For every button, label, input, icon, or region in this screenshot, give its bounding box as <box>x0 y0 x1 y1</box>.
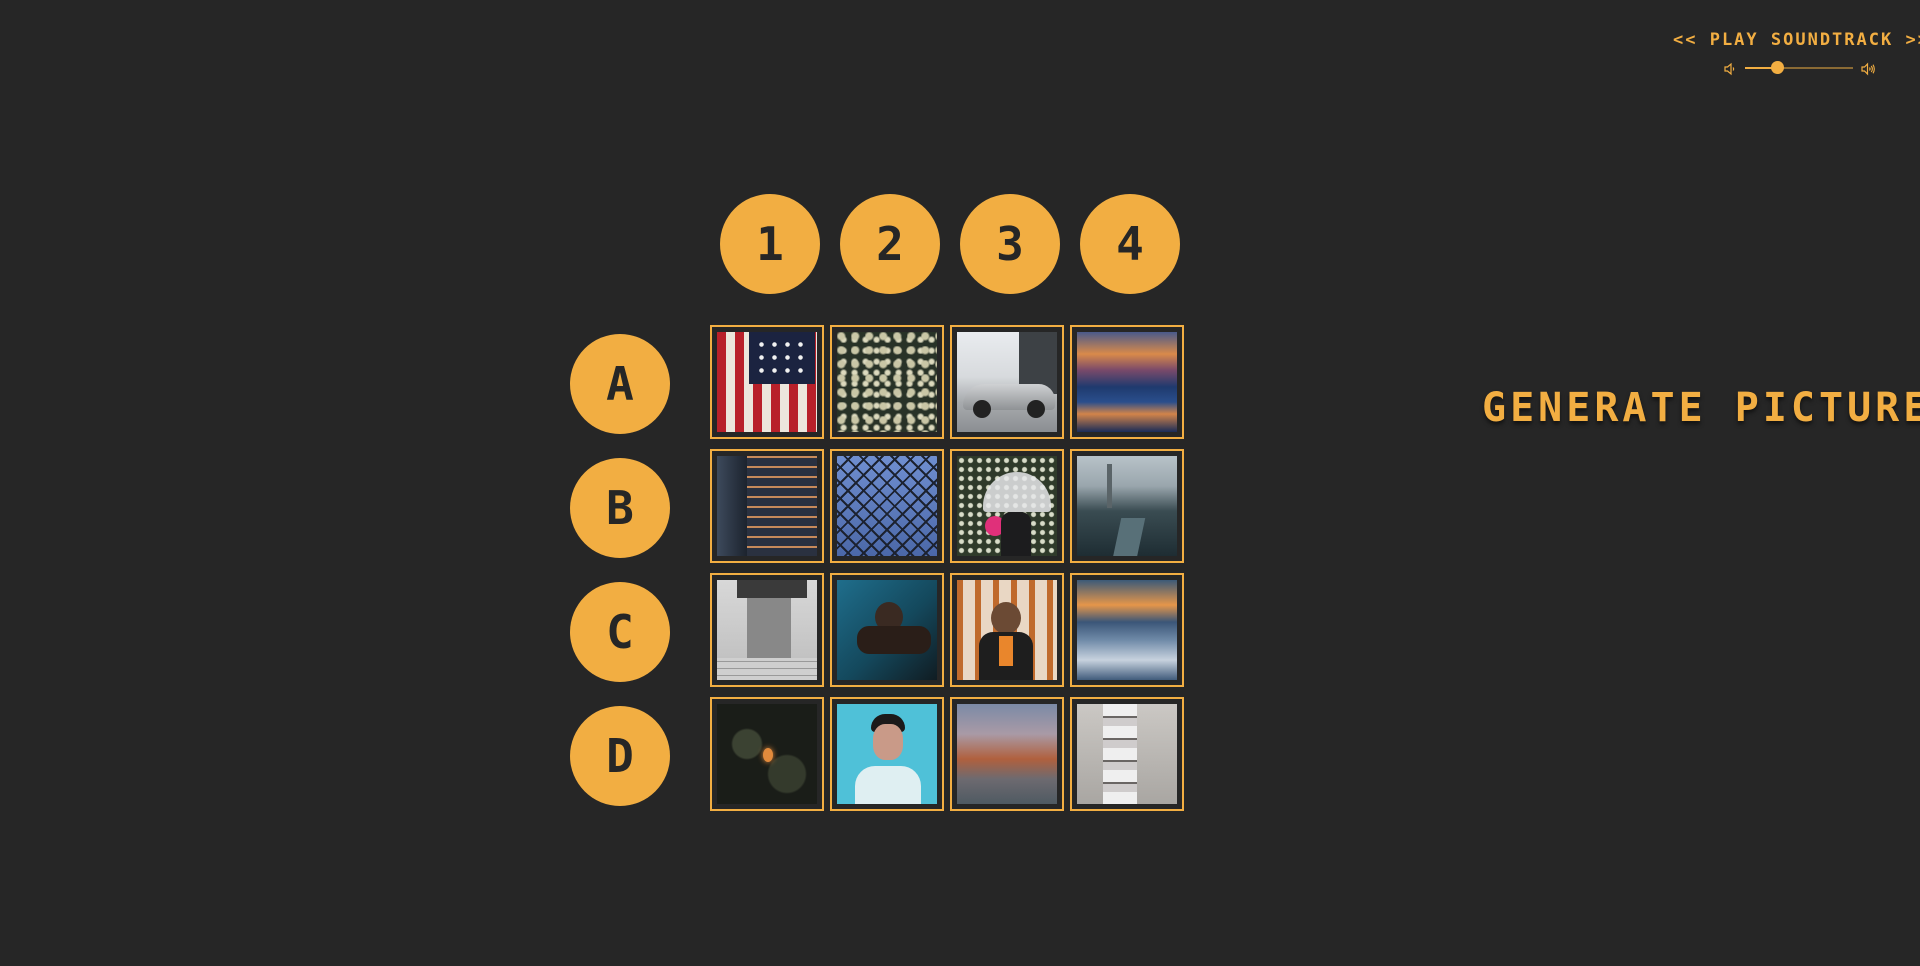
lit-building-image <box>717 456 817 556</box>
photo-tile-a1[interactable] <box>710 325 824 439</box>
photo-tile-c2[interactable] <box>830 573 944 687</box>
photo-tile-b2[interactable] <box>830 449 944 563</box>
white-doorway-image <box>717 580 817 680</box>
play-soundtrack-button[interactable]: << PLAY SOUNDTRACK >> <box>1673 30 1920 50</box>
american-flag-image <box>717 332 817 432</box>
column-button-4[interactable]: 4 <box>1080 194 1180 294</box>
column-button-3[interactable]: 3 <box>960 194 1060 294</box>
volume-slider[interactable] <box>1745 61 1853 74</box>
column-button-1[interactable]: 1 <box>720 194 820 294</box>
volume-low-icon[interactable] <box>1723 61 1737 76</box>
row-button-a[interactable]: A <box>570 334 670 434</box>
sunset-water-blur-image <box>1077 332 1177 432</box>
row-button-b[interactable]: B <box>570 458 670 558</box>
city-river-aerial-image <box>1077 456 1177 556</box>
photo-tile-d2[interactable] <box>830 697 944 811</box>
woman-orange-railings-image <box>957 580 1057 680</box>
row-button-c[interactable]: C <box>570 582 670 682</box>
volume-slider-fill <box>1745 67 1778 69</box>
dark-lightbulb-leaves-image <box>717 704 817 804</box>
photo-tile-b1[interactable] <box>710 449 824 563</box>
photo-tile-d3[interactable] <box>950 697 1064 811</box>
white-stair-balconies-image <box>1077 704 1177 804</box>
volume-control <box>1673 61 1903 76</box>
photo-tile-c4[interactable] <box>1070 573 1184 687</box>
man-blue-background-image <box>837 704 937 804</box>
photo-tile-d4[interactable] <box>1070 697 1184 811</box>
photo-tile-b3[interactable] <box>950 449 1064 563</box>
photo-tile-b4[interactable] <box>1070 449 1184 563</box>
column-button-2[interactable]: 2 <box>840 194 940 294</box>
photo-tile-a3[interactable] <box>950 325 1064 439</box>
row-button-d[interactable]: D <box>570 706 670 806</box>
generate-picture-button[interactable]: GENERATE PICTURE <box>1482 385 1920 431</box>
soundtrack-control: << PLAY SOUNDTRACK >> <box>1673 30 1920 76</box>
volume-slider-thumb[interactable] <box>1771 61 1785 74</box>
photo-tile-c1[interactable] <box>710 573 824 687</box>
man-by-pool-image <box>837 580 937 680</box>
silver-sports-car-image <box>957 332 1057 432</box>
photo-tile-c3[interactable] <box>950 573 1064 687</box>
woman-umbrella-flowers-image <box>957 456 1057 556</box>
chain-link-fence-image <box>837 456 937 556</box>
desert-rock-formations-image <box>957 704 1057 804</box>
photo-tile-a2[interactable] <box>830 325 944 439</box>
sunset-ocean-waves-image <box>1077 580 1177 680</box>
photo-tile-a4[interactable] <box>1070 325 1184 439</box>
photo-tile-d1[interactable] <box>710 697 824 811</box>
pine-branches-image <box>837 332 937 432</box>
volume-high-icon[interactable] <box>1861 61 1875 76</box>
